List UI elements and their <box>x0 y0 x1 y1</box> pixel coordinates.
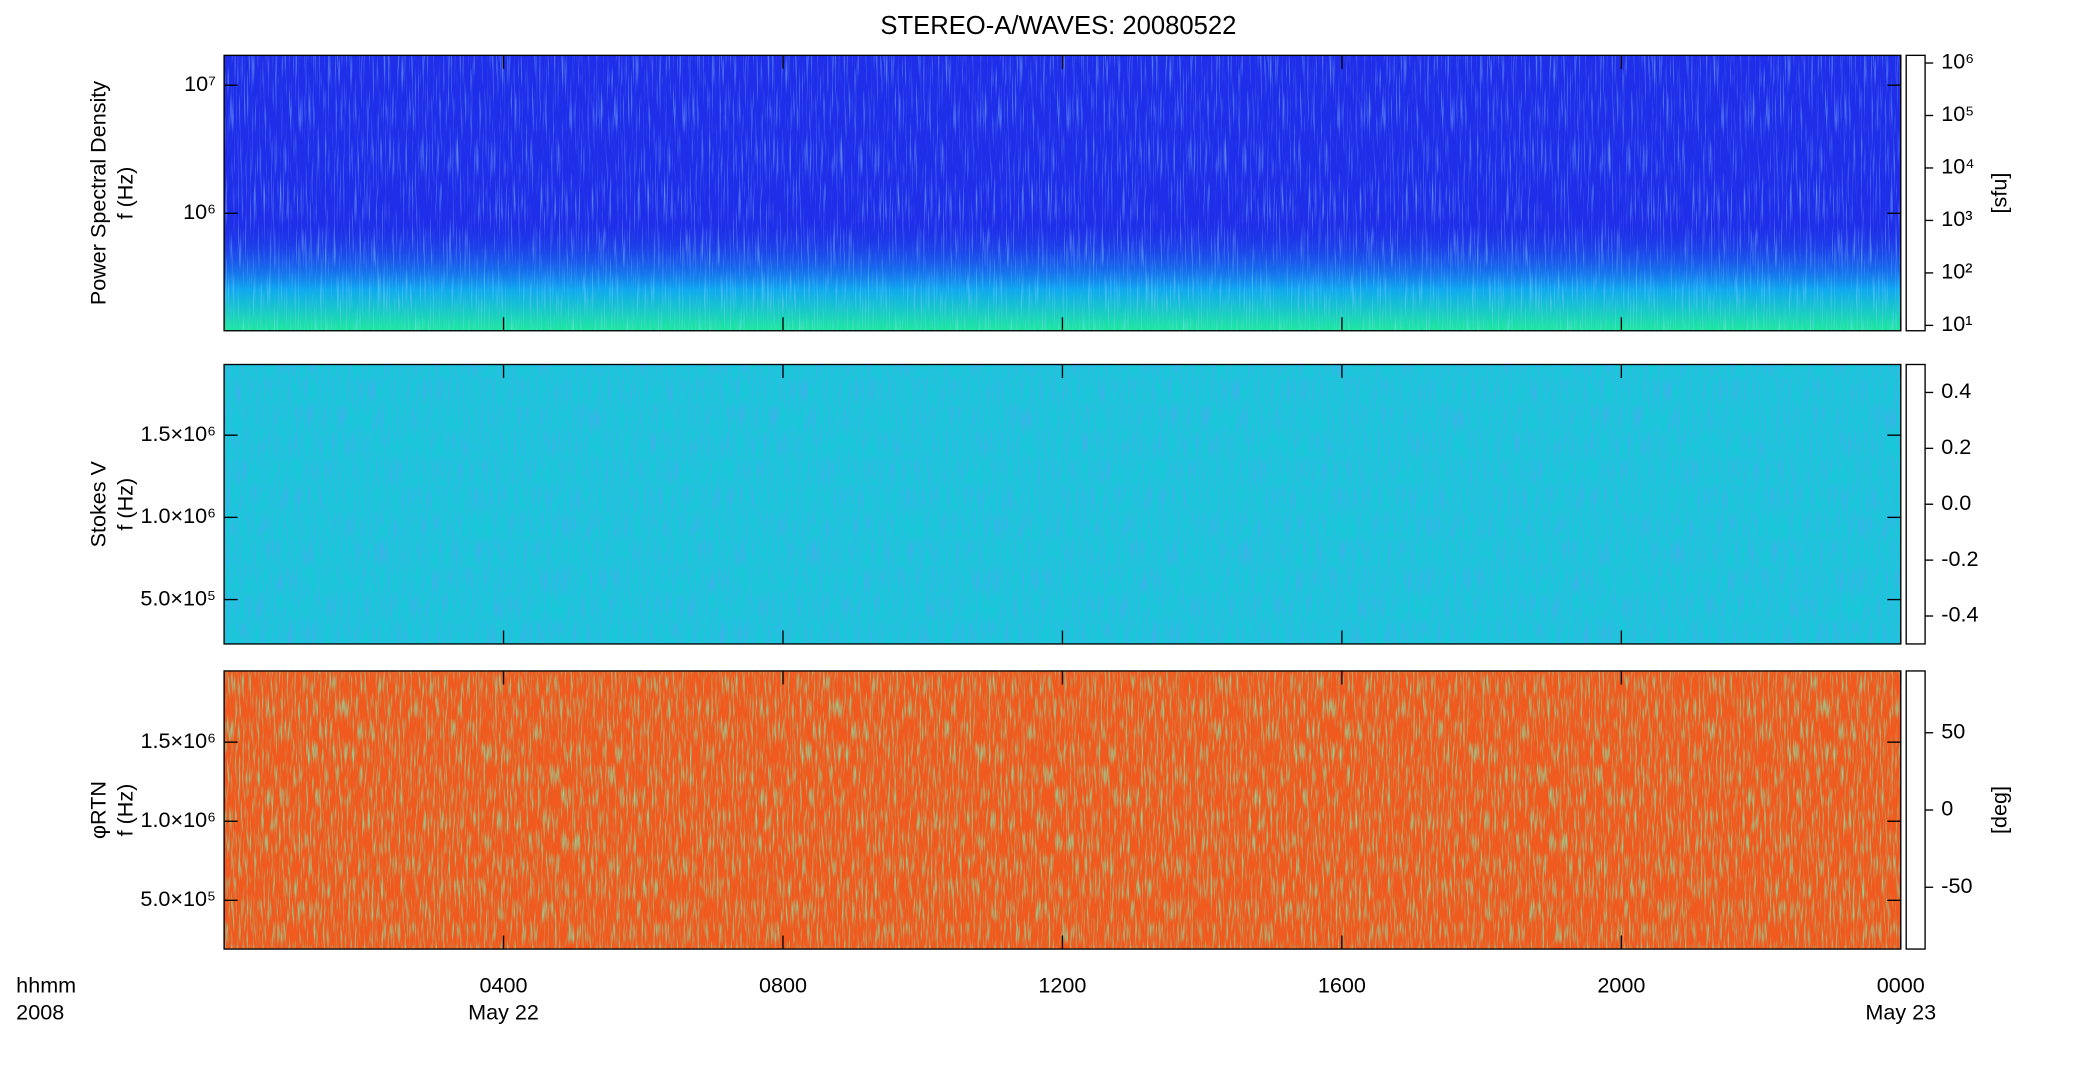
y-axis-label: Power Spectral Density <box>86 81 111 305</box>
colorbar-tick-label: -0.2 <box>1941 546 1978 571</box>
colorbar-tick-label: 10⁶ <box>1941 49 1974 74</box>
colorbar <box>1905 363 1926 645</box>
colorbar-tick-label: 10² <box>1941 259 1972 284</box>
spectrogram-texture <box>224 364 1901 644</box>
y-tick-label: 5.0×10⁵ <box>140 585 216 610</box>
colorbar-tick-label: 0.2 <box>1941 434 1971 459</box>
x-date-label: May 22 <box>468 1000 539 1025</box>
y-tick-label: 1.5×10⁶ <box>141 728 216 753</box>
x-tick-label: 1200 <box>1038 973 1086 998</box>
x-tick-label: 0800 <box>759 973 807 998</box>
colorbar <box>1905 670 1926 950</box>
x-tick-label: 0400 <box>480 973 528 998</box>
x-tick-label: 2000 <box>1597 973 1645 998</box>
colorbar-label: [sfu] <box>1986 173 2011 214</box>
x-tick-label: 1600 <box>1318 973 1366 998</box>
y-tick-label: 1.5×10⁶ <box>141 421 216 446</box>
y-tick-label: 1.0×10⁶ <box>141 807 216 832</box>
y-tick-label: 1.0×10⁶ <box>141 503 216 528</box>
x-axis-label: 2008 <box>16 1000 64 1025</box>
colorbar-tick-label: 0 <box>1941 796 1953 821</box>
y-tick-label: 10⁷ <box>184 71 216 96</box>
y-tick-label: 5.0×10⁵ <box>140 886 216 911</box>
y-axis-label: φRTN <box>86 781 111 839</box>
chart-title: STEREO-A/WAVES: 20080522 <box>880 12 1236 40</box>
y-axis-label: f (Hz) <box>113 784 138 837</box>
colorbar-tick-label: 10⁴ <box>1941 154 1974 179</box>
y-axis-label: f (Hz) <box>113 167 138 220</box>
colorbar-tick-label: 50 <box>1941 718 1965 743</box>
colorbar-tick-label: 10¹ <box>1941 311 1972 336</box>
colorbar <box>1905 54 1926 332</box>
x-tick-label: 0000 <box>1877 973 1925 998</box>
colorbar-tick-label: 0.4 <box>1941 378 1971 403</box>
colorbar-tick-label: 10⁵ <box>1941 101 1974 126</box>
colorbar-label: [deg] <box>1986 786 2011 834</box>
x-axis-label: hhmm <box>16 973 76 998</box>
spectrogram-texture <box>224 55 1901 331</box>
y-tick-label: 10⁶ <box>183 199 216 224</box>
y-axis-label: Stokes V <box>86 460 111 547</box>
colorbar-tick-label: 10³ <box>1941 206 1972 231</box>
colorbar-tick-label: -0.4 <box>1941 602 1978 627</box>
x-date-label: May 23 <box>1865 1000 1936 1025</box>
y-axis-label: f (Hz) <box>113 478 138 531</box>
colorbar-tick-label: 0.0 <box>1941 490 1971 515</box>
spectrogram-texture <box>224 670 1901 950</box>
colorbar-tick-label: -50 <box>1941 873 1972 898</box>
